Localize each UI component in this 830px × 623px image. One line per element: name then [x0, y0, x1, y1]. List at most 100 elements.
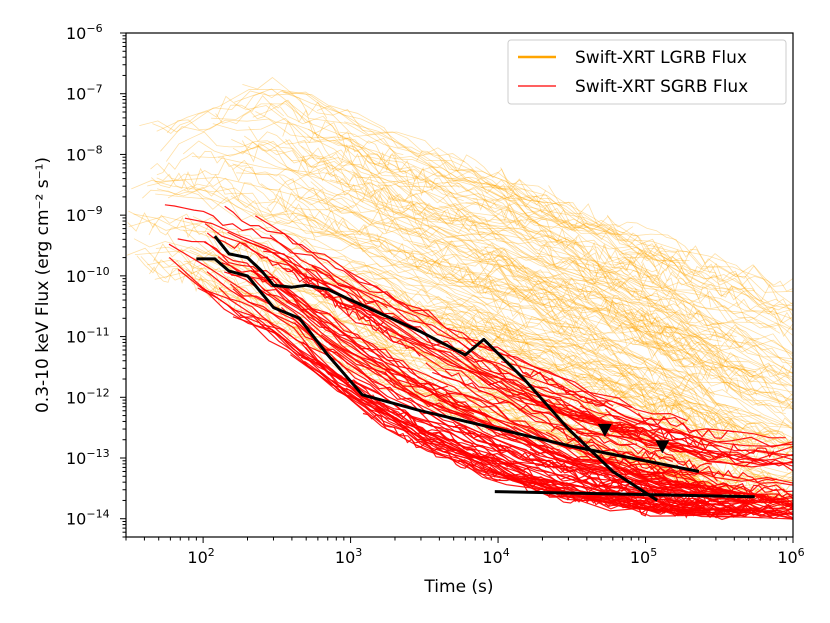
lgrb-curve [242, 76, 634, 238]
lgrb-curve [211, 103, 585, 249]
lgrb-curve [150, 159, 355, 212]
y-tick-exponent: −10 [86, 265, 109, 278]
lgrb-curve [451, 266, 687, 380]
x-tick-base: 10 [482, 548, 502, 567]
lgrb-curve [234, 88, 684, 264]
sgrb-curve [217, 256, 488, 418]
y-tick-exponent: −14 [86, 508, 109, 521]
lgrb-curve [582, 267, 724, 326]
lgrb-curves [126, 76, 793, 515]
lgrb-curve [367, 291, 492, 343]
lgrb-curve [558, 276, 673, 333]
lgrb-curve [474, 166, 793, 305]
lgrb-curve [152, 90, 328, 135]
lgrb-curve [317, 232, 715, 397]
lgrb-curve [448, 154, 547, 206]
lgrb-curve [212, 117, 793, 330]
sgrb-curve [488, 428, 771, 505]
sgrb-curve [513, 425, 793, 502]
sgrb-curve [177, 268, 704, 511]
lgrb-curve [429, 224, 713, 359]
lgrb-curve [428, 161, 793, 311]
sgrb-curve [302, 280, 653, 445]
lgrb-curve [494, 337, 690, 421]
lgrb-curve [547, 284, 788, 387]
lgrb-curve [627, 286, 793, 363]
sgrb-curve [256, 272, 780, 495]
lgrb-curve [308, 128, 781, 334]
sgrb-curve [413, 404, 793, 511]
lgrb-curve [156, 88, 589, 226]
lgrb-curve [151, 172, 318, 228]
x-tick-exponent: 6 [798, 546, 805, 559]
lgrb-curve [500, 167, 793, 287]
sgrb-curve [184, 217, 697, 454]
x-tick-exponent: 5 [650, 546, 657, 559]
lgrb-curve [283, 91, 793, 293]
y-tick-base: 10 [66, 328, 86, 347]
y-tick-label: 10−12 [66, 386, 110, 407]
y-tick-label: 10−6 [66, 22, 103, 43]
lgrb-curve [484, 279, 599, 340]
lgrb-curve [345, 269, 632, 378]
lgrb-curve [333, 141, 620, 276]
sgrb-curve [468, 456, 601, 506]
sgrb-curve [239, 314, 574, 489]
lgrb-curve [392, 249, 609, 350]
lgrb-curve [136, 255, 323, 353]
lgrb-curve [300, 145, 640, 293]
lgrb-curve [636, 242, 779, 302]
sgrb-curve [601, 421, 793, 461]
lgrb-curve [310, 181, 650, 319]
x-tick-exponent: 4 [503, 546, 510, 559]
lgrb-curve [306, 188, 548, 293]
lgrb-curve [253, 237, 604, 363]
x-tick-base: 10 [630, 548, 650, 567]
lgrb-curve [554, 364, 722, 442]
lgrb-curve [610, 301, 793, 378]
y-tick-label: 10−8 [66, 143, 103, 164]
axis-ticks: 102 103 104 105 10610−1410−1310−1210−1110−10… [66, 22, 805, 567]
lgrb-curve [640, 309, 793, 384]
lgrb-curve [280, 231, 694, 400]
lgrb-curve [182, 140, 620, 293]
sgrb-curve [206, 232, 355, 311]
lgrb-curve [506, 315, 740, 416]
sgrb-curve [364, 406, 579, 504]
sgrb-curve [575, 431, 712, 471]
lgrb-curve [525, 282, 674, 353]
lgrb-curve [641, 296, 793, 376]
sgrb-curve [583, 448, 679, 482]
lgrb-curve [445, 296, 779, 434]
lgrb-curve [455, 315, 578, 363]
lgrb-curve [416, 150, 586, 230]
lgrb-curve [482, 291, 762, 418]
lgrb-curve [190, 255, 321, 331]
lgrb-curve [133, 238, 602, 406]
lgrb-curve [298, 143, 793, 357]
lgrb-curve [131, 179, 524, 307]
lgrb-curve [167, 257, 351, 357]
x-tick-exponent: 3 [355, 546, 362, 559]
y-tick-label: 10−9 [66, 204, 103, 225]
sgrb-curve [232, 288, 508, 452]
lgrb-curve [560, 239, 793, 336]
lgrb-curve [516, 274, 793, 411]
lgrb-curve [156, 185, 793, 427]
lgrb-curve [616, 256, 793, 338]
lgrb-curve [241, 150, 793, 387]
lgrb-curve [624, 315, 793, 404]
lgrb-curve [291, 207, 640, 334]
lgrb-curve [236, 172, 757, 373]
lgrb-curve [424, 307, 793, 449]
sgrb-curve [495, 364, 722, 447]
lgrb-curve [285, 329, 459, 420]
lgrb-curve [620, 248, 793, 324]
x-tick-exponent: 2 [208, 546, 215, 559]
lgrb-curve [513, 282, 793, 425]
sgrb-curve [300, 356, 620, 501]
lgrb-curve [419, 256, 793, 410]
x-tick-label: 106 [777, 546, 804, 567]
lgrb-curve [237, 198, 618, 349]
lgrb-curve [350, 195, 793, 386]
